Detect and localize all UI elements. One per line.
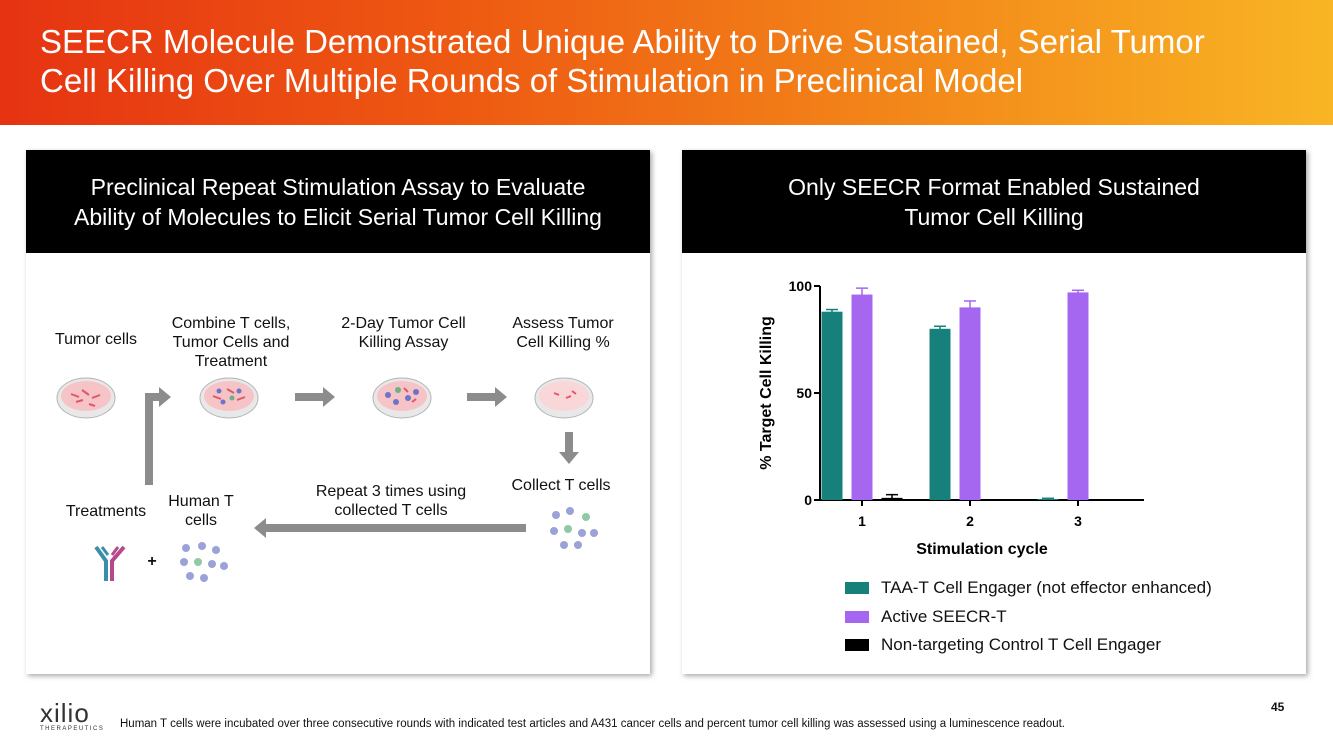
- y-tick-label-50: 50: [796, 385, 812, 401]
- label-assess: Assess Tumor Cell Killing %: [512, 315, 614, 351]
- assay-heading-line-2: Ability of Molecules to Elicit Serial Tu…: [74, 203, 602, 230]
- label-repeat: Repeat 3 times using collected T cells: [315, 483, 467, 519]
- label-combine: Combine T cells, Tumor Cells and Treatment: [171, 315, 291, 370]
- results-panel-heading: Only SEECR Format Enabled Sustained Tumo…: [682, 150, 1306, 253]
- combined-dish-icon: [199, 377, 259, 419]
- x-axis-label: Stimulation cycle: [916, 541, 1048, 558]
- slide-title: SEECR Molecule Demonstrated Unique Abili…: [40, 22, 1300, 100]
- legend-control-label: Non-targeting Control T Cell Engager: [881, 635, 1162, 654]
- bar-1-1: [959, 307, 981, 500]
- killing-assay-dish-icon: [372, 377, 432, 419]
- label-killing-assay: 2-Day Tumor Cell Killing Assay: [341, 315, 466, 351]
- human-t-cells-icon: [180, 542, 228, 582]
- x-tick-label-3: 3: [1074, 513, 1082, 529]
- arrow-to-assess: [467, 387, 507, 407]
- arrow-to-assay: [295, 387, 335, 407]
- legend-taa-label: TAA-T Cell Engager (not effector enhance…: [881, 578, 1212, 597]
- y-tick-label-100: 100: [789, 278, 813, 294]
- bar-0-1: [929, 328, 951, 500]
- collected-t-cells-icon: [550, 507, 598, 549]
- label-tumor-cells: Tumor cells: [54, 331, 138, 348]
- legend-taa-swatch: [845, 582, 869, 594]
- results-heading-line-2: Tumor Cell Killing: [904, 203, 1084, 230]
- antibody-icon: [94, 545, 126, 581]
- assess-dish-icon: [534, 377, 594, 419]
- page-number: 45: [1271, 700, 1285, 714]
- arrow-repeat-head: [254, 518, 266, 538]
- logo-subtitle: THERAPEUTICS: [40, 726, 105, 732]
- bar-1-0: [851, 294, 873, 500]
- arrow-to-combine: [147, 387, 171, 407]
- results-heading-line-1: Only SEECR Format Enabled Sustained: [788, 173, 1200, 200]
- y-tick-label-0: 0: [804, 492, 812, 508]
- legend-control: Non-targeting Control T Cell Engager: [845, 635, 1161, 655]
- bar-0-0: [821, 311, 843, 500]
- company-logo: xilio THERAPEUTICS: [40, 700, 110, 738]
- x-tick-label-2: 2: [966, 513, 974, 529]
- footnote: Human T cells were incubated over three …: [120, 718, 1065, 730]
- x-tick-label-1: 1: [858, 513, 866, 529]
- legend-seecr: Active SEECR-T: [845, 607, 1007, 627]
- arrow-down-head: [559, 452, 579, 464]
- arrow-down: [565, 432, 573, 454]
- assay-panel: Preclinical Repeat Stimulation Assay to …: [26, 150, 650, 674]
- plus-sign: +: [147, 553, 157, 570]
- title-line-1: SEECR Molecule Demonstrated Unique Abili…: [40, 23, 1205, 60]
- legend-seecr-swatch: [845, 611, 869, 623]
- arrow-repeat: [266, 524, 526, 532]
- label-treatments: Treatments: [65, 503, 147, 520]
- bar-1-2: [1067, 292, 1089, 500]
- assay-heading-line-1: Preclinical Repeat Stimulation Assay to …: [90, 173, 586, 200]
- title-line-2: Cell Killing Over Multiple Rounds of Sti…: [40, 62, 1024, 99]
- arrow-loop-up: [145, 393, 153, 485]
- legend-seecr-label: Active SEECR-T: [881, 607, 1007, 626]
- bar-chart: 0 50 100 % Target Cell Killing Stimulation c…: [758, 278, 1144, 558]
- label-collect: Collect T cells: [511, 477, 611, 494]
- assay-panel-heading: Preclinical Repeat Stimulation Assay to …: [26, 150, 650, 253]
- title-banner: SEECR Molecule Demonstrated Unique Abili…: [0, 0, 1333, 125]
- y-axis-label: % Target Cell Killing: [758, 316, 775, 470]
- results-panel: Only SEECR Format Enabled Sustained Tumo…: [682, 150, 1306, 674]
- legend-taa: TAA-T Cell Engager (not effector enhance…: [845, 578, 1212, 598]
- logo-wordmark: xilio: [40, 698, 90, 728]
- tumor-cells-dish-icon: [56, 377, 116, 419]
- legend-control-swatch: [845, 639, 869, 651]
